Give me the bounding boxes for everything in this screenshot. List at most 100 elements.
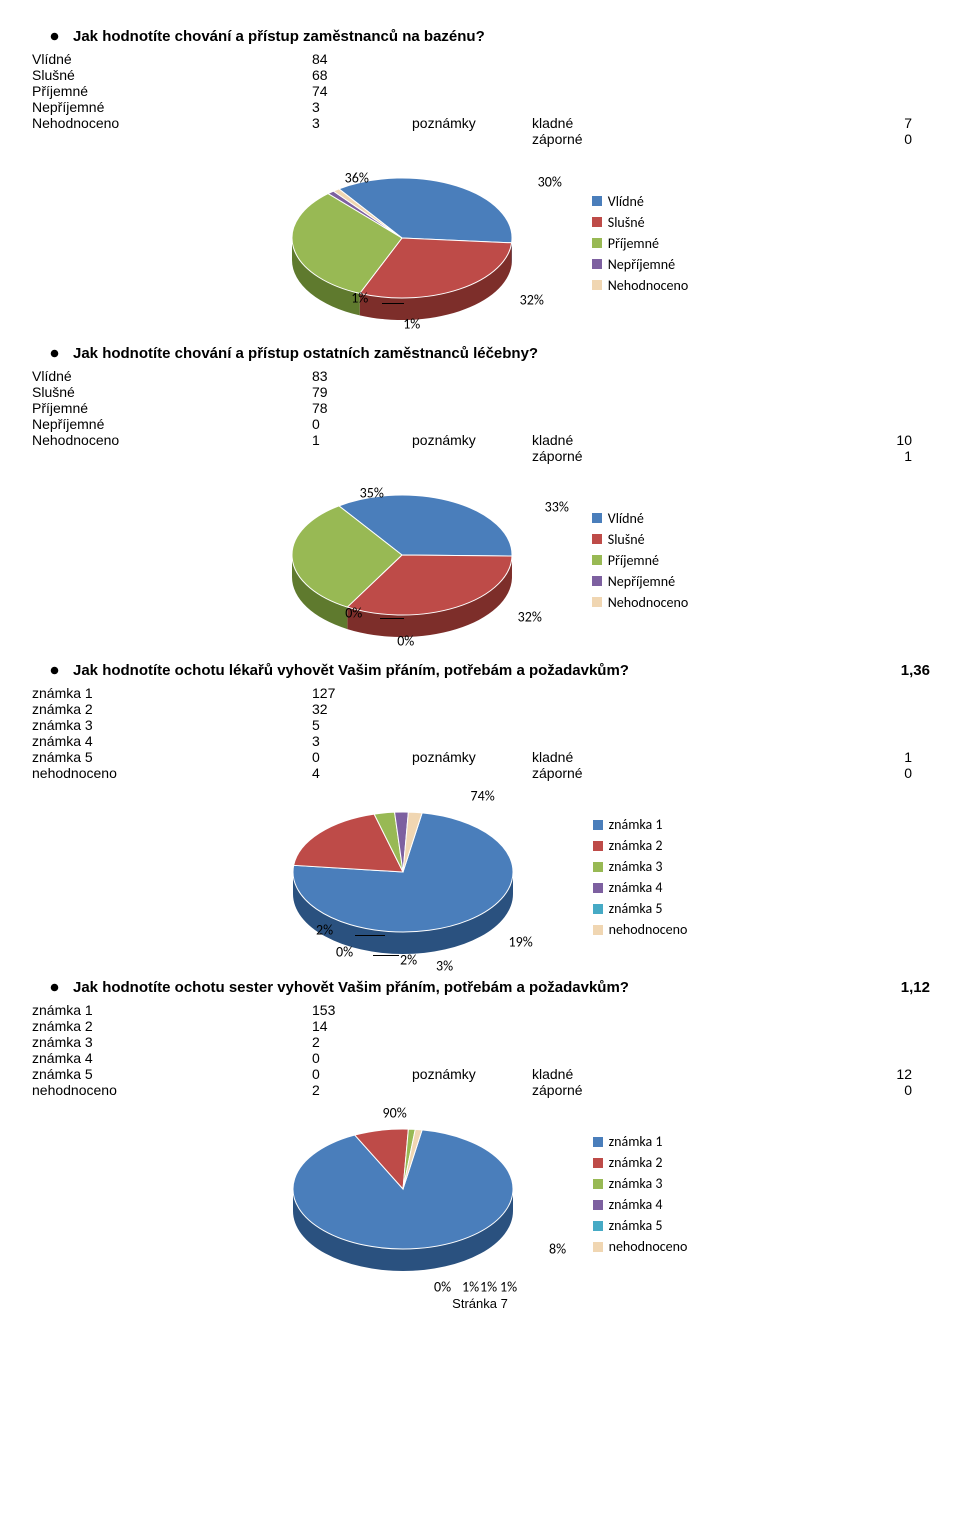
- section-title: Jak hodnotíte ochotu sester vyhovět Vaši…: [73, 979, 880, 996]
- data-rows: Vlídné83Slušné79Příjemné78Nepříjemné0Neh…: [32, 368, 930, 464]
- legend-label: Vlídné: [608, 510, 644, 527]
- row-c3: [412, 99, 532, 115]
- row-c3: [412, 416, 532, 432]
- chart-pct-label: 30%: [538, 174, 562, 191]
- row-c3: [412, 765, 532, 781]
- row-c3: [412, 400, 532, 416]
- legend-swatch: [593, 1179, 603, 1189]
- row-value: 5: [312, 717, 412, 733]
- row-c4: [532, 83, 732, 99]
- row-label: známka 5: [32, 1066, 312, 1082]
- legend-label: Slušné: [608, 214, 645, 231]
- legend-label: Slušné: [608, 531, 645, 548]
- legend-item: známka 4: [593, 879, 688, 896]
- row-label: nehodnoceno: [32, 765, 312, 781]
- row-c5: 0: [732, 765, 912, 781]
- row-c5: [732, 99, 912, 115]
- row-value: 79: [312, 384, 412, 400]
- row-value: 2: [312, 1034, 412, 1050]
- chart-pct-label: 3%: [436, 958, 453, 975]
- legend-item: nehodnoceno: [593, 921, 688, 938]
- legend-label: nehodnoceno: [609, 921, 688, 938]
- row-value: 1: [312, 432, 412, 448]
- chart-pct-label: 1%: [403, 316, 420, 333]
- row-label: známka 4: [32, 733, 312, 749]
- row-value: 3: [312, 115, 412, 131]
- data-row: záporné0: [32, 131, 930, 147]
- legend-swatch: [593, 904, 603, 914]
- legend-swatch: [592, 259, 602, 269]
- legend-swatch: [592, 597, 602, 607]
- chart-pct-label: 0%: [397, 633, 414, 650]
- chart-legend: VlídnéSlušnéPříjemnéNepříjemnéNehodnocen…: [592, 506, 688, 615]
- row-c4: záporné: [532, 765, 732, 781]
- row-value: 127: [312, 685, 412, 701]
- legend-swatch: [592, 513, 602, 523]
- row-c5: [732, 416, 912, 432]
- row-value: 74: [312, 83, 412, 99]
- row-label: Příjemné: [32, 400, 312, 416]
- legend-label: známka 2: [609, 1154, 663, 1171]
- chart-pct-label: 1%: [500, 1279, 517, 1296]
- row-value: 83: [312, 368, 412, 384]
- row-value: [312, 131, 412, 147]
- legend-label: Příjemné: [608, 235, 659, 252]
- row-c5: [732, 1018, 912, 1034]
- legend-label: známka 2: [609, 837, 663, 854]
- row-c4: kladné: [532, 115, 732, 131]
- row-c3: [412, 51, 532, 67]
- data-row: známka 50poznámkykladné12: [32, 1066, 930, 1082]
- row-c4: záporné: [532, 131, 732, 147]
- row-label: známka 3: [32, 717, 312, 733]
- data-row: Nehodnoceno1poznámkykladné10: [32, 432, 930, 448]
- legend-swatch: [593, 862, 603, 872]
- data-row: Příjemné74: [32, 83, 930, 99]
- row-value: 153: [312, 1002, 412, 1018]
- row-c5: 7: [732, 115, 912, 131]
- row-c5: [732, 1050, 912, 1066]
- legend-swatch: [593, 1242, 603, 1252]
- row-c5: [732, 717, 912, 733]
- row-value: 3: [312, 99, 412, 115]
- row-c4: [532, 1050, 732, 1066]
- legend-label: nehodnoceno: [609, 1238, 688, 1255]
- row-label: Nehodnoceno: [32, 115, 312, 131]
- row-c3: [412, 717, 532, 733]
- row-label: známka 1: [32, 1002, 312, 1018]
- row-c3: [412, 83, 532, 99]
- data-row: Příjemné78: [32, 400, 930, 416]
- legend-label: Nehodnoceno: [608, 277, 688, 294]
- row-label: známka 1: [32, 685, 312, 701]
- row-label: [32, 448, 312, 464]
- chart-pct-label: 0%: [434, 1279, 451, 1296]
- row-label: známka 2: [32, 1018, 312, 1034]
- legend-label: Příjemné: [608, 552, 659, 569]
- chart-pct-label: 32%: [518, 609, 542, 626]
- legend-label: Nehodnoceno: [608, 594, 688, 611]
- bullet-icon: [50, 349, 59, 358]
- section-title: Jak hodnotíte ochotu lékařů vyhovět Vaši…: [73, 662, 880, 679]
- report-section: Jak hodnotíte ochotu lékařů vyhovět Vaši…: [30, 662, 930, 967]
- data-row: známka 50poznámkykladné1: [32, 749, 930, 765]
- legend-item: Nehodnoceno: [592, 594, 688, 611]
- row-c3: [412, 1034, 532, 1050]
- section-heading: Jak hodnotíte ochotu sester vyhovět Vaši…: [30, 979, 930, 996]
- report-section: Jak hodnotíte chování a přístup zaměstna…: [30, 28, 930, 333]
- chart-pct-label: 2%: [316, 922, 333, 939]
- chart-pct-label: 1%: [480, 1279, 497, 1296]
- pie-chart: 35%33%32%0%0%: [272, 470, 532, 650]
- row-c5: 12: [732, 1066, 912, 1082]
- row-c3: [412, 1082, 532, 1098]
- data-row: známka 1127: [32, 685, 930, 701]
- report-section: Jak hodnotíte ochotu sester vyhovět Vaši…: [30, 979, 930, 1284]
- row-value: 0: [312, 416, 412, 432]
- legend-swatch: [592, 238, 602, 248]
- bullet-icon: [50, 666, 59, 675]
- chart-pct-label: 0%: [345, 605, 362, 622]
- row-c5: [732, 1002, 912, 1018]
- row-value: 78: [312, 400, 412, 416]
- row-c5: 0: [732, 1082, 912, 1098]
- row-c5: [732, 67, 912, 83]
- legend-label: známka 5: [609, 900, 663, 917]
- row-c4: [532, 1034, 732, 1050]
